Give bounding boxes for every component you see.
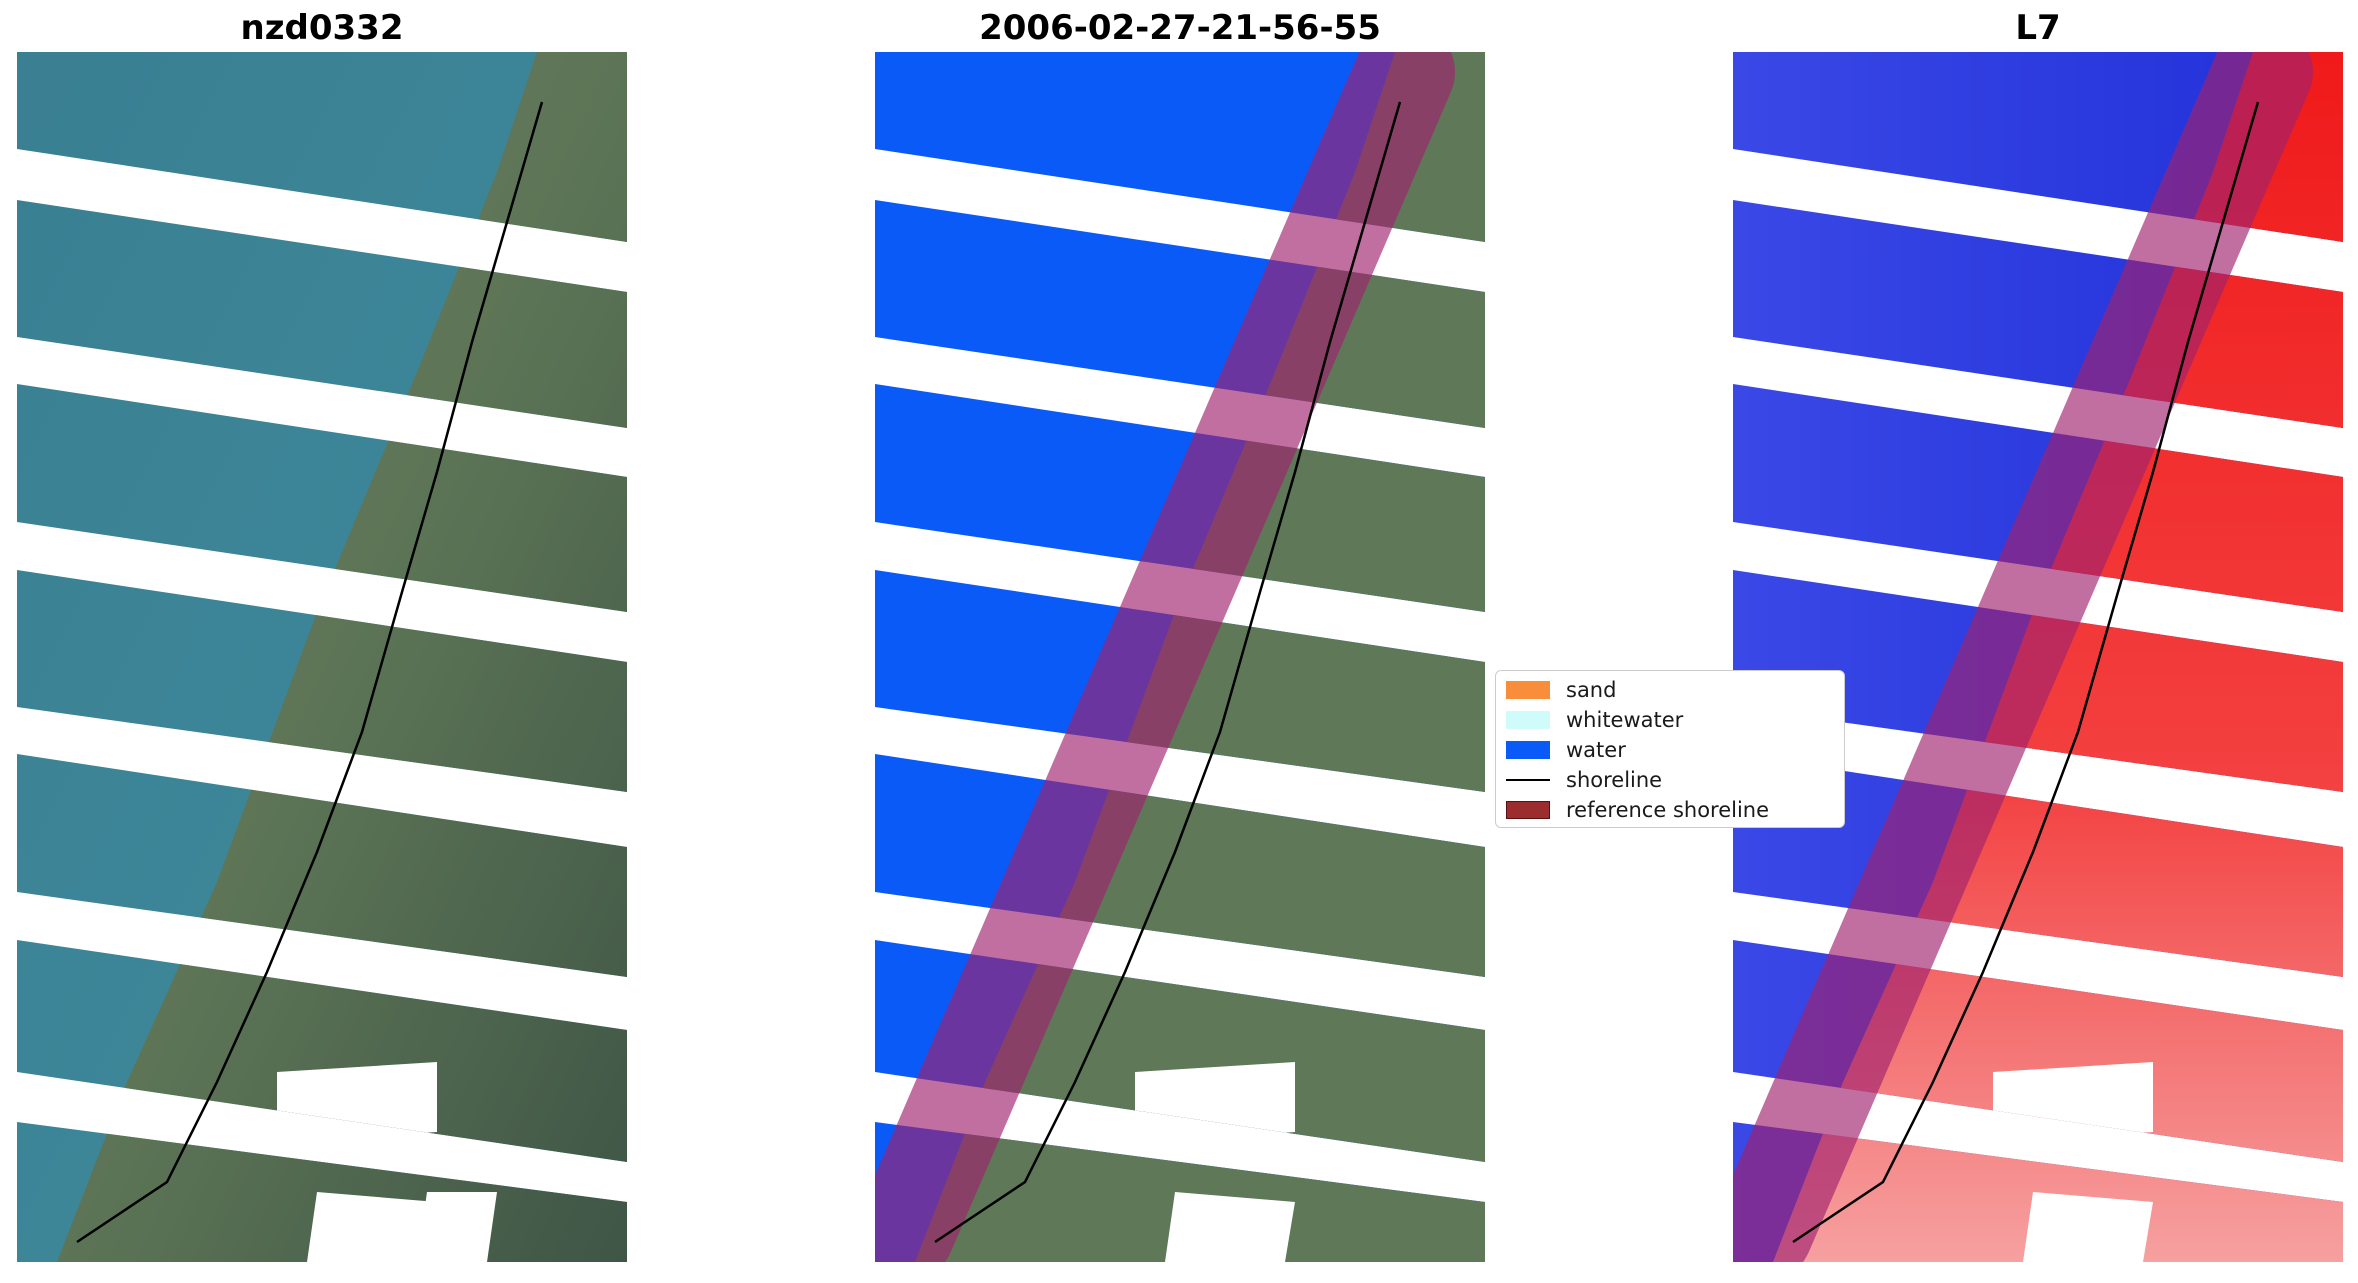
legend-item-water: water [1506, 735, 1626, 765]
legend-label: shoreline [1566, 768, 1663, 792]
panel-title-rgb: nzd0332 [240, 8, 404, 48]
panel-title-classified: 2006-02-27-21-56-55 [979, 8, 1381, 48]
sand-swatch [1506, 681, 1550, 699]
classified-satellite-image [875, 52, 1485, 1262]
whitewater-swatch [1506, 711, 1550, 729]
legend-item-whitewater: whitewater [1506, 705, 1683, 735]
index-image-panel [1733, 52, 2343, 1262]
water-swatch [1506, 741, 1550, 759]
legend-label: reference shoreline [1566, 798, 1770, 822]
legend: sand whitewater water shoreline referenc… [1495, 670, 1845, 828]
legend-label: water [1566, 738, 1626, 762]
panel-title-index: L7 [2015, 8, 2061, 48]
index-satellite-image [1733, 52, 2343, 1262]
legend-item-sand: sand [1506, 675, 1616, 705]
rgb-image-panel [17, 52, 627, 1262]
legend-label: sand [1566, 678, 1617, 702]
rgb-satellite-image [17, 52, 627, 1262]
reference-shoreline-swatch [1506, 801, 1550, 819]
shoreline-swatch [1506, 778, 1550, 782]
classified-image-panel [875, 52, 1485, 1262]
legend-item-reference-shoreline: reference shoreline [1506, 795, 1769, 825]
legend-item-shoreline: shoreline [1506, 765, 1662, 795]
legend-label: whitewater [1566, 708, 1684, 732]
